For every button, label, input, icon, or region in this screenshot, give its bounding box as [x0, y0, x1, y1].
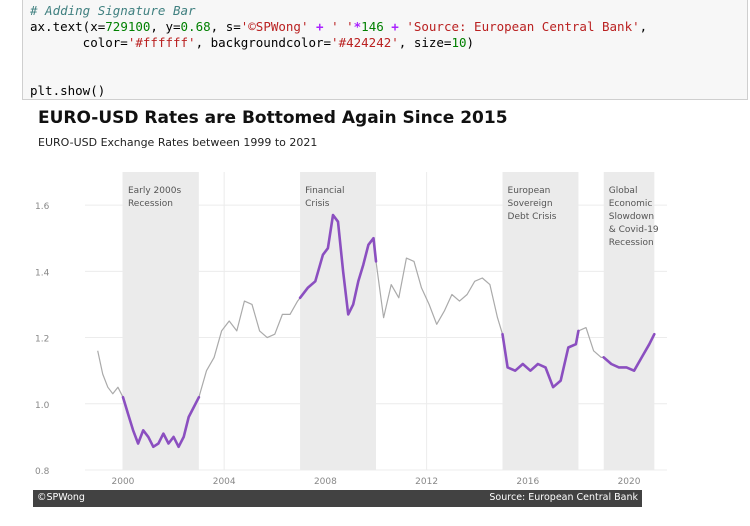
code-token: ax.text(x=	[30, 19, 106, 34]
code-string: '#424242'	[331, 35, 399, 50]
code-token: , backgroundcolor=	[195, 35, 332, 50]
y-tick-label: 1.4	[35, 268, 50, 278]
series-line-highlight	[298, 213, 378, 316]
code-operator: +	[308, 19, 332, 34]
code-token: plt.show()	[30, 83, 106, 98]
period-shade	[502, 172, 579, 470]
period-shade	[603, 172, 655, 470]
code-token: , s=	[210, 19, 241, 34]
code-blank-line	[30, 51, 747, 67]
period-label: Recession	[609, 238, 654, 248]
code-blank-line	[30, 67, 747, 83]
code-operator: *	[353, 19, 362, 34]
period-label: Recession	[128, 199, 173, 209]
x-tick-label: 2004	[213, 477, 236, 487]
period-label: & Covid-19	[609, 225, 659, 235]
code-token: color=	[30, 35, 128, 50]
code-token: ,	[639, 19, 648, 34]
x-tick-label: 2012	[415, 477, 438, 487]
code-string: 'Source: European Central Bank'	[406, 19, 640, 34]
period-shade	[122, 172, 199, 470]
signature-bar: ©SPWong Source: European Central Bank	[33, 490, 642, 507]
series-line-highlight	[602, 332, 656, 373]
x-tick-label: 2008	[314, 477, 337, 487]
code-number: 729100	[105, 19, 151, 34]
period-label: Debt Crisis	[508, 212, 557, 222]
x-tick-label: 2020	[618, 477, 641, 487]
period-shade	[300, 172, 376, 470]
period-label: Slowdown	[609, 212, 654, 222]
signature-left-text: ©SPWong	[37, 492, 85, 503]
period-label: Financial	[305, 186, 344, 196]
series-line-highlight	[501, 329, 580, 389]
period-label: Global	[609, 186, 638, 196]
code-token: , y=	[150, 19, 181, 34]
chart-subtitle: EURO-USD Exchange Rates between 1999 to …	[38, 136, 318, 149]
period-label: Sovereign	[508, 199, 553, 209]
code-string: ' '	[331, 19, 354, 34]
code-token: )	[466, 35, 475, 50]
y-tick-label: 1.6	[35, 202, 50, 212]
code-comment: # Adding Signature Bar	[30, 3, 196, 18]
code-string: '©SPWong'	[240, 19, 309, 34]
chart-svg: 0.8 1.0 1.2 1.4 1.6 2000 2004 2008 2012 2016 2020 E…	[35, 172, 667, 487]
period-label: Crisis	[305, 199, 330, 209]
period-label: Economic	[609, 199, 653, 209]
x-tick-label: 2016	[516, 477, 539, 487]
code-comment-line: # Adding Signature Bar	[30, 3, 747, 19]
chart-figure: EURO-USD Rates are Bottomed Again Since …	[0, 100, 750, 526]
y-tick-label: 1.2	[35, 335, 49, 345]
code-line-3: plt.show()	[30, 83, 747, 99]
y-tick-label: 0.8	[35, 467, 50, 477]
code-line-2: color='#ffffff', backgroundcolor='#42424…	[30, 35, 747, 51]
code-number: 146	[361, 19, 384, 34]
series-line-highlight	[121, 395, 201, 449]
code-token: , size=	[398, 35, 452, 50]
code-number: 10	[451, 35, 467, 50]
code-line-1: ax.text(x=729100, y=0.68, s='©SPWong' + …	[30, 19, 747, 35]
period-label: Early 2000s	[128, 186, 181, 196]
signature-right-text: Source: European Central Bank	[489, 492, 638, 503]
code-number: 0.68	[180, 19, 211, 34]
code-cell[interactable]: # Adding Signature Bar ax.text(x=729100,…	[22, 0, 748, 100]
y-tick-label: 1.0	[35, 401, 50, 411]
code-string: '#ffffff'	[127, 35, 196, 50]
period-label: European	[508, 186, 551, 196]
code-operator: +	[383, 19, 407, 34]
x-tick-label: 2000	[112, 477, 135, 487]
chart-title: EURO-USD Rates are Bottomed Again Since …	[38, 108, 508, 128]
